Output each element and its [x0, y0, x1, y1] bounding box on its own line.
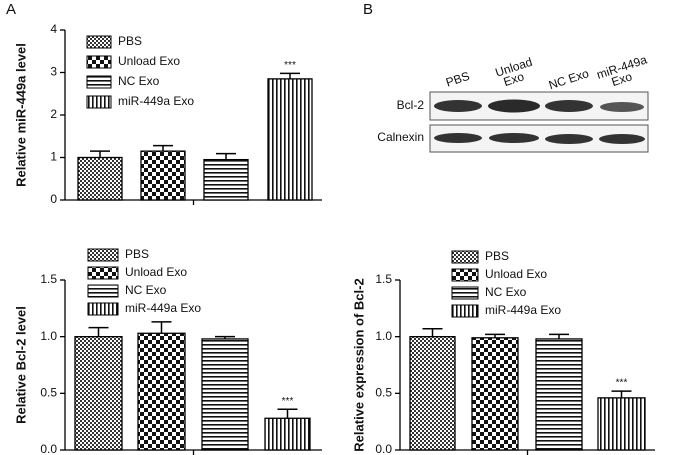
bar	[535, 338, 583, 451]
legend-swatch	[86, 55, 112, 69]
legend-swatch	[451, 250, 479, 264]
y-tick-label: 0.5	[375, 386, 392, 400]
bar	[267, 78, 313, 201]
legend-label: miR-449a Exo	[125, 301, 201, 315]
band	[545, 100, 593, 112]
legend-swatch	[86, 95, 112, 109]
bar	[77, 156, 123, 201]
legend-label: PBS	[118, 34, 142, 48]
band	[600, 102, 644, 112]
legend-swatch	[451, 304, 479, 318]
legend-label: Unload Exo	[118, 54, 180, 68]
legend-swatch	[86, 75, 112, 89]
band	[434, 100, 482, 112]
y-tick-label: 0.0	[40, 442, 57, 455]
y-tick-label: 1	[50, 150, 57, 164]
y-tick-label: 0.5	[40, 386, 57, 400]
y-tick-label: 3	[50, 65, 57, 79]
y-axis-label: Relative miR-449a level	[13, 43, 28, 187]
band	[489, 133, 539, 143]
bar	[264, 417, 311, 451]
legend-swatch	[87, 248, 119, 262]
legend-swatch	[87, 266, 119, 280]
legend-label: NC Exo	[118, 74, 160, 88]
legend-swatch	[87, 284, 119, 298]
y-tick-label: 0	[50, 192, 57, 206]
y-axis-label: Relative Bcl-2 level	[13, 306, 28, 424]
annotation: ***	[284, 60, 296, 71]
y-tick-label: 0.0	[375, 442, 392, 455]
chart: 0.0 0.5 1.0 1.5 Relative expression of Bcl-2…	[351, 249, 655, 455]
y-tick-label: 1.0	[375, 329, 392, 343]
error-bar	[611, 390, 632, 398]
bar	[409, 336, 456, 451]
bar	[203, 158, 249, 201]
error-bar	[549, 333, 569, 339]
bar	[471, 337, 519, 451]
panel-label: B	[363, 1, 373, 18]
lane-label: Exo	[610, 69, 634, 89]
band	[434, 133, 482, 143]
legend-label: PBS	[125, 247, 149, 261]
lane-label: PBS	[444, 69, 471, 90]
legend-swatch	[86, 35, 112, 49]
bar	[597, 397, 646, 451]
error-bar	[216, 152, 236, 160]
band	[545, 134, 593, 144]
legend-swatch	[87, 302, 119, 316]
error-bar	[422, 327, 443, 337]
bar	[137, 332, 186, 451]
bar	[74, 336, 123, 451]
y-tick-label: 2	[50, 107, 57, 121]
chart: 0.0 0.5 1.0 1.5 Relative Bcl-2 level PBS Unloa…	[13, 247, 322, 455]
blot-row-label: Calnexin	[377, 130, 424, 144]
y-tick-label: 4	[50, 22, 57, 36]
legend-label: Unload Exo	[485, 267, 547, 281]
error-bar	[151, 321, 172, 334]
y-axis-label: Relative expression of Bcl-2	[351, 278, 366, 451]
error-bar	[90, 150, 110, 158]
annotation: ***	[282, 396, 294, 407]
error-bar	[277, 408, 298, 419]
legend-label: miR-449a Exo	[118, 94, 194, 108]
western-blot: Bcl-2 Calnexin	[377, 91, 649, 153]
error-bar	[88, 326, 109, 337]
error-bar	[215, 335, 235, 339]
panel-label: A	[6, 1, 16, 18]
error-bar	[280, 72, 300, 79]
bar	[140, 150, 186, 201]
y-tick-label: 1.5	[40, 272, 57, 286]
lane-label: NC Exo	[547, 66, 591, 92]
y-tick-label: 1.0	[40, 329, 57, 343]
error-bar	[485, 333, 505, 338]
band	[488, 99, 540, 113]
chart: 0 1 2 3 4 Relative miR-449a level PBS Unload Ex…	[13, 22, 322, 206]
legend-swatch	[451, 268, 479, 282]
blot-row-label: Bcl-2	[397, 98, 425, 112]
bar	[201, 338, 249, 451]
annotation: ***	[616, 378, 628, 389]
lane-label: Exo	[502, 69, 526, 89]
y-tick-label: 1.5	[375, 272, 392, 286]
legend-label: PBS	[485, 249, 509, 263]
legend-label: NC Exo	[125, 283, 167, 297]
error-bar	[153, 144, 173, 152]
legend-label: NC Exo	[485, 285, 527, 299]
legend-label: Unload Exo	[125, 265, 187, 279]
band	[599, 134, 645, 144]
legend-label: miR-449a Exo	[485, 303, 561, 317]
legend-swatch	[451, 286, 479, 300]
